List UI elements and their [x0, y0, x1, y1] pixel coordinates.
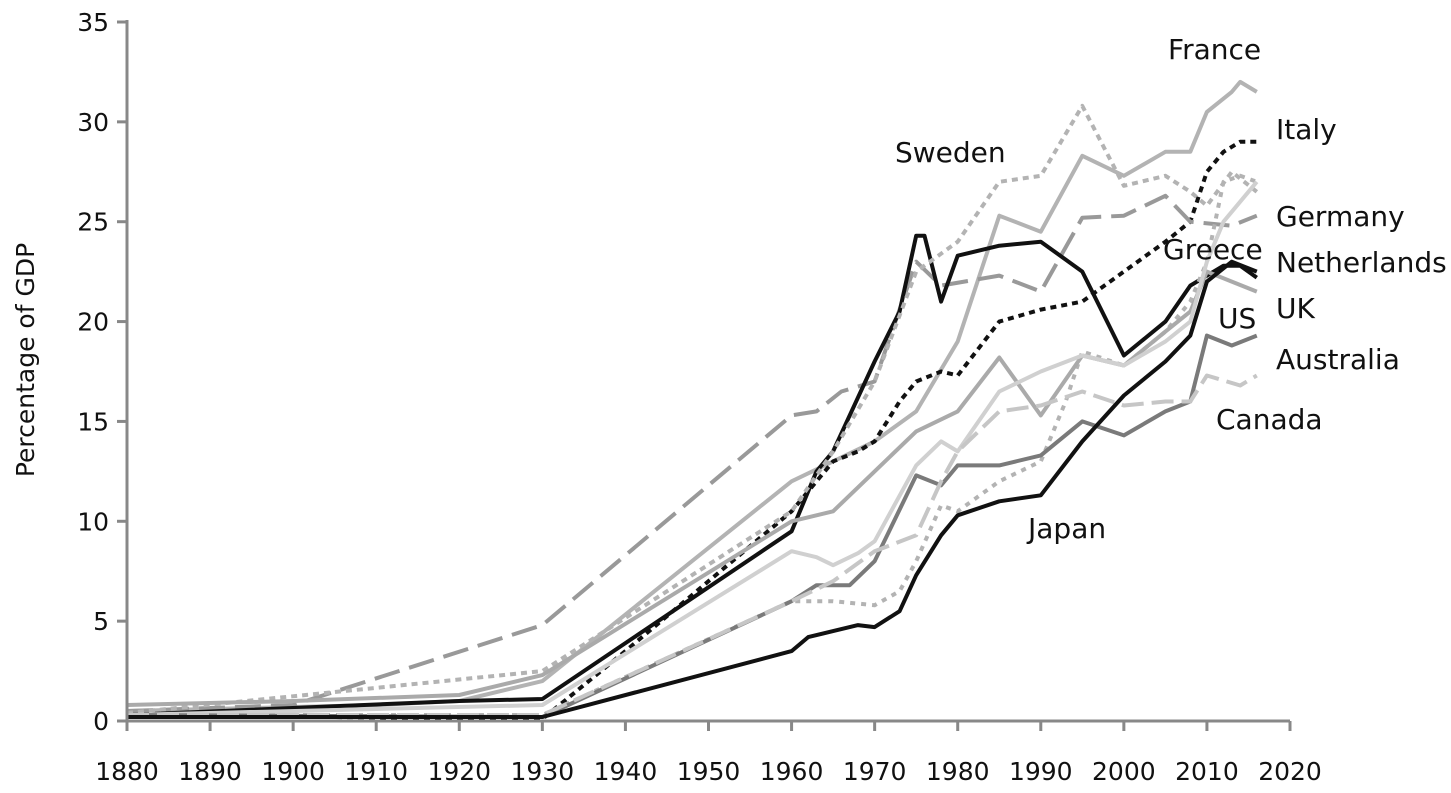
x-tick-label: 1890 — [178, 757, 242, 786]
series-lines — [126, 79, 1259, 721]
x-tick-label: 1920 — [427, 757, 491, 786]
y-tick-label: 25 — [77, 208, 109, 237]
series-line-australia — [126, 333, 1258, 719]
series-line-germany — [126, 193, 1258, 713]
series-labels: France Italy Germany Sweden Greece Netherland… — [895, 33, 1447, 545]
y-tick-label: 5 — [93, 607, 109, 636]
series-line-france — [126, 79, 1258, 713]
x-tick-label: 1930 — [511, 757, 575, 786]
series-line-sweden — [126, 233, 1258, 717]
y-tick-label: 20 — [77, 308, 109, 337]
series-label-uk: UK — [1276, 292, 1315, 325]
x-tick-label: 1980 — [926, 757, 990, 786]
series-line-italy — [126, 139, 1257, 721]
series-label-sweden: Sweden — [895, 136, 1006, 169]
x-tick-label: 1960 — [760, 757, 824, 786]
y-axis-title: Percentage of GDP — [11, 243, 40, 477]
y-tick-label: 10 — [77, 507, 109, 536]
series-label-canada: Canada — [1216, 403, 1323, 436]
series-line-netherlands — [126, 103, 1259, 715]
x-tick-label: 2000 — [1092, 757, 1156, 786]
series-label-italy: Italy — [1276, 113, 1337, 146]
series-line-greece — [127, 173, 1258, 717]
x-tick-label: 1970 — [843, 757, 907, 786]
y-tick-label: 15 — [77, 407, 109, 436]
series-label-germany: Germany — [1276, 200, 1405, 233]
x-tick-label: 1990 — [1009, 757, 1073, 786]
series-label-france: France — [1168, 33, 1261, 66]
series-label-netherlands: Netherlands — [1276, 246, 1447, 279]
x-tick-label: 1910 — [344, 757, 408, 786]
series-label-japan: Japan — [1026, 512, 1106, 545]
x-tick-label: 1880 — [95, 757, 159, 786]
axes — [125, 20, 1290, 723]
x-tick-label: 1950 — [677, 757, 741, 786]
series-label-greece: Greece — [1163, 233, 1263, 266]
series-line-us — [126, 180, 1259, 717]
x-tick-label: 1940 — [594, 757, 658, 786]
ticks: 1880 1890 1900 1910 1920 1930 1940 1950 1960 1970… — [77, 8, 1322, 786]
x-tick-label: 1900 — [261, 757, 325, 786]
series-line-japan — [127, 259, 1258, 719]
series-label-australia: Australia — [1276, 343, 1400, 376]
x-tick-label: 2010 — [1175, 757, 1239, 786]
x-tick-label: 2020 — [1258, 757, 1322, 786]
y-tick-label: 0 — [93, 707, 109, 736]
series-line-uk — [126, 269, 1258, 707]
series-line-canada — [127, 373, 1258, 717]
y-tick-label: 30 — [77, 108, 109, 137]
series-label-us: US — [1218, 302, 1256, 335]
y-tick-label: 35 — [77, 8, 109, 37]
